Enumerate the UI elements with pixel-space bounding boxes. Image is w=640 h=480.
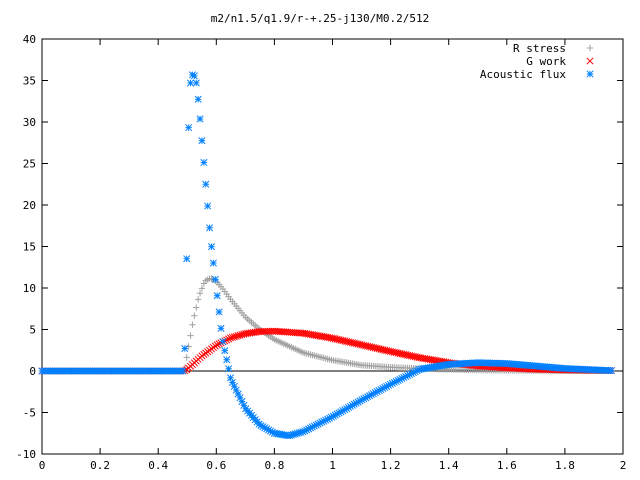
data-point — [213, 292, 221, 300]
y-tick-label: -10 — [16, 448, 36, 461]
data-point — [225, 365, 233, 373]
legend-marker — [586, 70, 594, 78]
data-point — [192, 79, 200, 87]
data-point — [217, 324, 225, 332]
data-point — [607, 367, 615, 375]
series-acoustic-flux — [38, 71, 615, 440]
x-tick-label: 1.2 — [381, 459, 401, 472]
data-point — [194, 95, 202, 103]
y-tick-label: 15 — [23, 241, 36, 254]
data-point — [183, 255, 191, 263]
y-tick-label: 20 — [23, 199, 36, 212]
legend-marker — [586, 57, 594, 65]
data-point — [191, 312, 198, 319]
data-point — [200, 158, 208, 167]
data-point — [196, 290, 204, 297]
data-point — [211, 275, 219, 283]
data-point — [207, 243, 216, 251]
data-point — [196, 115, 204, 123]
data-point — [193, 304, 200, 311]
data-point — [198, 137, 206, 145]
x-tick-label: 0.8 — [264, 459, 284, 472]
y-tick-label: 35 — [23, 75, 36, 88]
series-layer — [38, 71, 615, 440]
data-point — [204, 202, 212, 210]
data-point — [189, 321, 196, 328]
x-tick-label: 1.4 — [439, 459, 459, 472]
y-tick-label: 5 — [29, 324, 36, 337]
legend-label: G work — [526, 55, 566, 68]
axis-ticks: 0 0.2 0.4 0.6 0.8 1 1.2 1.4 1.6 1.8 2 -10 -5 0 5 10 15 20… — [16, 33, 626, 472]
x-tick-label: 0 — [39, 459, 46, 472]
plot-frame — [41, 38, 624, 455]
series-r-stress — [38, 275, 615, 375]
data-point — [194, 296, 202, 303]
data-point — [179, 367, 187, 375]
x-tick-label: 1 — [329, 459, 336, 472]
x-tick-label: 0.4 — [148, 459, 168, 472]
y-tick-label: 30 — [23, 116, 36, 129]
legend-label: Acoustic flux — [480, 68, 566, 81]
data-point — [187, 332, 194, 339]
y-tick-label: -5 — [23, 407, 36, 420]
chart-title: m2/n1.5/q1.9/r-+.25-j130/M0.2/512 — [211, 12, 430, 25]
data-point — [190, 72, 198, 80]
data-point — [183, 354, 190, 361]
legend-label: R stress — [513, 42, 566, 55]
x-tick-label: 0.6 — [206, 459, 226, 472]
data-point — [181, 345, 189, 353]
x-tick-label: 2 — [620, 459, 627, 472]
data-point — [202, 180, 210, 188]
x-tick-label: 1.8 — [555, 459, 575, 472]
y-tick-label: 25 — [23, 158, 36, 171]
data-point — [186, 79, 195, 87]
y-tick-label: 10 — [23, 282, 36, 295]
data-point — [225, 335, 233, 343]
data-point — [209, 259, 217, 267]
data-point — [219, 338, 227, 346]
data-point — [223, 356, 231, 364]
data-point — [198, 285, 206, 292]
y-tick-label: 0 — [29, 365, 36, 378]
legend-marker — [586, 44, 594, 52]
x-tick-label: 0.2 — [90, 459, 110, 472]
data-point — [213, 341, 221, 349]
data-point — [185, 124, 193, 132]
x-tick-label: 1.6 — [497, 459, 517, 472]
data-point — [221, 347, 229, 355]
data-point — [215, 308, 223, 316]
y-tick-label: 40 — [23, 33, 36, 46]
data-point — [206, 224, 214, 232]
